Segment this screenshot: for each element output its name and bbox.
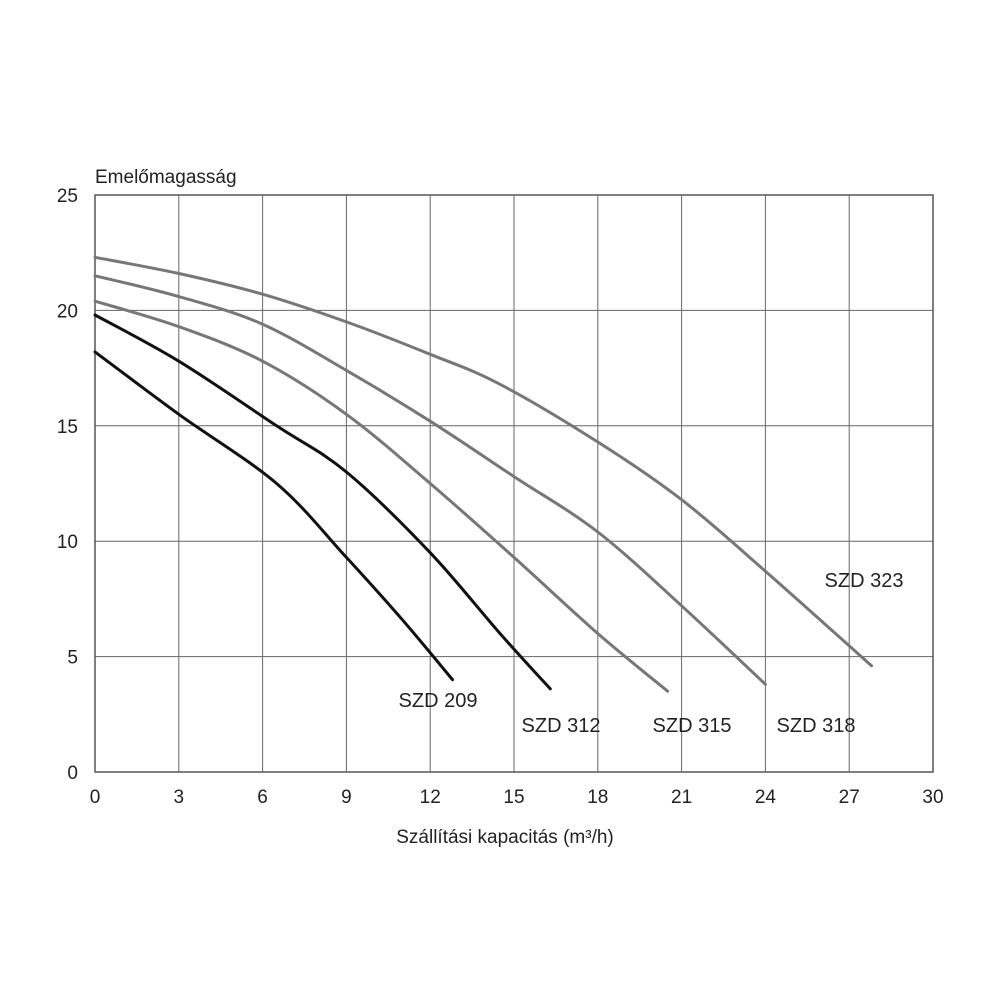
series-label-szd-312: SZD 312: [522, 715, 601, 737]
x-tick-label: 3: [174, 787, 185, 808]
series-line-szd-323: [93, 255, 873, 668]
series-line-szd-315: [93, 299, 670, 693]
x-tick-label: 15: [503, 787, 524, 808]
y-axis-title: Emelőmagasság: [95, 167, 237, 188]
series-label-szd-323: SZD 323: [825, 570, 904, 592]
plot-frame: [94, 194, 934, 773]
x-tick-label: 27: [839, 787, 860, 808]
series-line-szd-312: [93, 313, 552, 691]
y-tick-label: 5: [67, 648, 78, 669]
x-tick-label: 24: [755, 787, 777, 808]
grid: [95, 195, 933, 772]
y-tick-label: 10: [57, 532, 78, 553]
y-tick-label: 20: [57, 301, 78, 322]
y-tick-label: 25: [57, 186, 78, 207]
x-tick-label: 18: [587, 787, 608, 808]
x-tick-label: 9: [341, 787, 352, 808]
tick-labels: 0 3 6 9 12 15 18 21 24 27 30 0 5 10 15 20 25: [57, 186, 944, 808]
series-label-szd-315: SZD 315: [653, 715, 732, 737]
series-label-szd-209: SZD 209: [399, 690, 478, 712]
series-line-szd-318: [93, 274, 767, 686]
series-lines: [93, 255, 873, 693]
x-tick-label: 0: [90, 787, 101, 808]
x-tick-label: 21: [671, 787, 692, 808]
x-tick-label: 6: [257, 787, 268, 808]
x-tick-label: 30: [922, 787, 943, 808]
x-tick-label: 12: [420, 787, 441, 808]
series-label-szd-318: SZD 318: [777, 715, 856, 737]
x-axis-title: Szállítási kapacitás (m³/h): [396, 827, 614, 848]
y-tick-label: 15: [57, 417, 78, 438]
y-tick-label: 0: [67, 763, 78, 784]
series-line-szd-209: [93, 350, 454, 682]
series-labels: SZD 209 SZD 312 SZD 315 SZD 318 SZD 323: [399, 570, 904, 737]
